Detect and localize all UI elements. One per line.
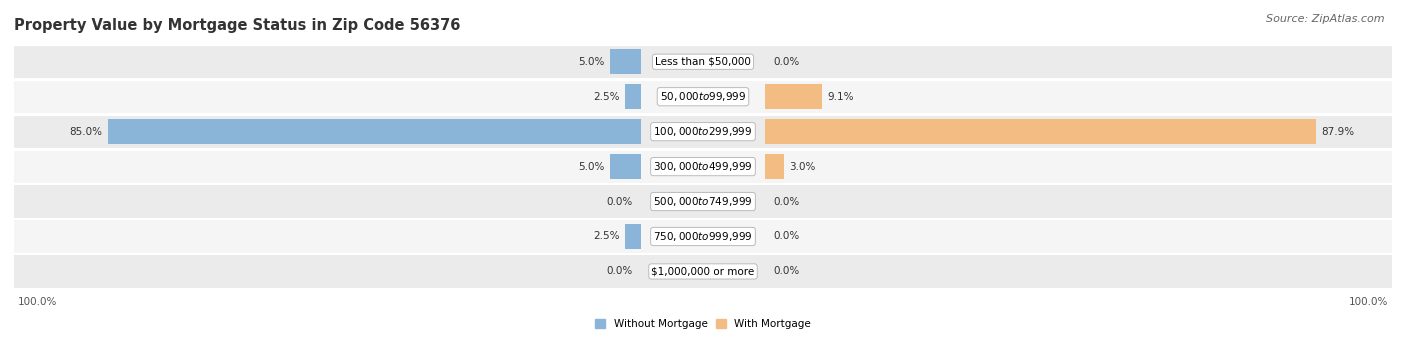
Text: 2.5%: 2.5%: [593, 232, 620, 241]
Text: $300,000 to $499,999: $300,000 to $499,999: [654, 160, 752, 173]
Bar: [14, 151, 1392, 183]
Bar: [610, 154, 641, 179]
Bar: [14, 81, 1392, 113]
Bar: [14, 116, 1392, 148]
Text: 3.0%: 3.0%: [789, 162, 815, 172]
Bar: [14, 220, 1392, 253]
Text: 5.0%: 5.0%: [578, 57, 605, 67]
Text: 87.9%: 87.9%: [1322, 127, 1355, 137]
Text: Less than $50,000: Less than $50,000: [655, 57, 751, 67]
Text: $1,000,000 or more: $1,000,000 or more: [651, 267, 755, 276]
Bar: [765, 84, 823, 109]
Text: 100.0%: 100.0%: [1350, 296, 1389, 307]
Bar: [14, 46, 1392, 78]
Bar: [108, 119, 641, 144]
Text: Source: ZipAtlas.com: Source: ZipAtlas.com: [1267, 14, 1385, 23]
Text: 2.5%: 2.5%: [593, 92, 620, 102]
Bar: [765, 119, 1316, 144]
Text: $100,000 to $299,999: $100,000 to $299,999: [654, 125, 752, 138]
Text: 9.1%: 9.1%: [828, 92, 853, 102]
Text: 0.0%: 0.0%: [773, 197, 800, 206]
Text: $50,000 to $99,999: $50,000 to $99,999: [659, 90, 747, 103]
Text: 5.0%: 5.0%: [578, 162, 605, 172]
Text: 0.0%: 0.0%: [606, 267, 633, 276]
Text: 0.0%: 0.0%: [773, 57, 800, 67]
Bar: [610, 49, 641, 74]
Text: $750,000 to $999,999: $750,000 to $999,999: [654, 230, 752, 243]
Bar: [765, 154, 783, 179]
Bar: [14, 186, 1392, 218]
Bar: [626, 84, 641, 109]
Text: 0.0%: 0.0%: [773, 232, 800, 241]
Bar: [14, 255, 1392, 288]
Text: 85.0%: 85.0%: [69, 127, 103, 137]
Text: 0.0%: 0.0%: [606, 197, 633, 206]
Text: 0.0%: 0.0%: [773, 267, 800, 276]
Legend: Without Mortgage, With Mortgage: Without Mortgage, With Mortgage: [592, 316, 814, 333]
Text: Property Value by Mortgage Status in Zip Code 56376: Property Value by Mortgage Status in Zip…: [14, 18, 460, 33]
Bar: [626, 224, 641, 249]
Text: 100.0%: 100.0%: [17, 296, 56, 307]
Text: $500,000 to $749,999: $500,000 to $749,999: [654, 195, 752, 208]
